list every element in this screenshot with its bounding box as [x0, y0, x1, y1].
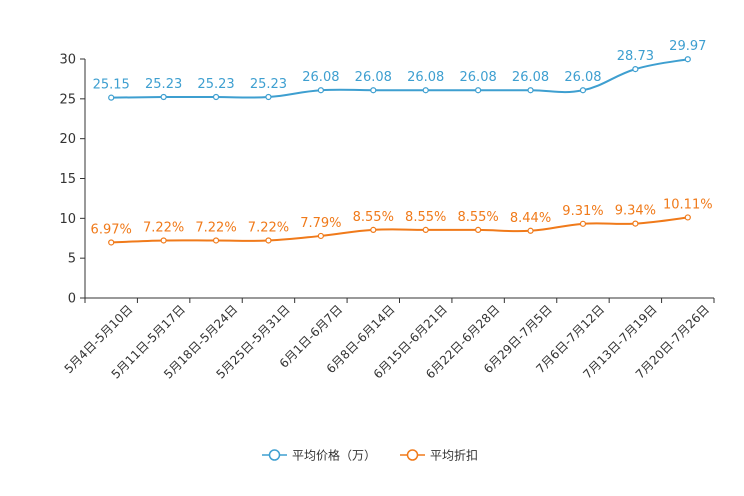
data-label: 8.55%: [405, 210, 446, 225]
data-point[interactable]: [212, 237, 220, 244]
y-tick-label: 10: [59, 212, 76, 227]
data-point[interactable]: [265, 93, 272, 101]
data-point[interactable]: [370, 226, 377, 233]
legend-item-1[interactable]: 平均价格（万）: [262, 448, 376, 463]
data-label: 26.08: [407, 70, 444, 85]
series-line: [111, 216, 688, 244]
data-point[interactable]: [422, 87, 429, 94]
data-label: 7.22%: [195, 220, 236, 235]
data-label: 26.08: [355, 70, 392, 85]
data-label: 7.22%: [143, 220, 184, 235]
data-point[interactable]: [370, 87, 377, 94]
series-1: 25.15 25.23 25.23 25.23 26.08 26.08 26.08 26.08…: [93, 39, 706, 101]
data-label: 25.23: [250, 77, 287, 92]
data-point[interactable]: [579, 220, 587, 227]
data-label: 9.31%: [562, 204, 603, 219]
y-tick-label: 20: [59, 132, 76, 147]
data-label: 28.73: [617, 49, 654, 64]
data-label: 8.55%: [353, 210, 394, 225]
data-point[interactable]: [527, 87, 534, 94]
data-label: 9.34%: [615, 204, 656, 219]
data-label: 26.08: [564, 70, 601, 85]
data-point[interactable]: [422, 226, 429, 233]
y-tick-label: 15: [59, 172, 76, 187]
data-label: 26.08: [460, 70, 497, 85]
data-point[interactable]: [265, 237, 272, 244]
data-point[interactable]: [684, 214, 691, 221]
legend-marker-icon: [268, 449, 281, 461]
data-point[interactable]: [684, 56, 691, 63]
legend-label: 平均折扣: [430, 448, 478, 463]
y-tick-label: 25: [59, 92, 76, 107]
data-label: 7.22%: [248, 220, 289, 235]
data-point[interactable]: [579, 87, 587, 94]
data-label: 6.97%: [91, 222, 132, 237]
data-point[interactable]: [212, 93, 220, 101]
series-layer: 25.15 25.23 25.23 25.23 26.08 26.08 26.08 26.08…: [91, 39, 713, 246]
data-label: 29.97: [669, 39, 706, 54]
data-label: 8.44%: [510, 211, 551, 226]
data-point[interactable]: [475, 226, 482, 233]
data-label: 25.15: [93, 78, 130, 93]
data-label: 8.55%: [457, 210, 498, 225]
y-tick-label: 30: [59, 53, 76, 68]
series-line: [111, 58, 688, 99]
data-point[interactable]: [160, 93, 167, 101]
data-label: 7.79%: [300, 216, 341, 231]
data-point[interactable]: [160, 237, 167, 244]
y-tick-label: 5: [68, 252, 76, 267]
legend-label: 平均价格（万）: [292, 448, 376, 463]
data-label: 25.23: [197, 77, 234, 92]
data-point[interactable]: [317, 87, 324, 94]
data-label: 26.08: [302, 70, 339, 85]
y-tick-label: 0: [68, 292, 76, 307]
data-point[interactable]: [475, 87, 482, 94]
data-label: 25.23: [145, 77, 182, 92]
legend-marker-icon: [406, 449, 419, 461]
data-point[interactable]: [632, 220, 639, 227]
series-2: 6.97% 7.22% 7.22% 7.22% 7.79% 8.55% 8.55% 8.55%…: [91, 197, 713, 246]
data-label: 26.08: [512, 70, 549, 85]
data-point[interactable]: [108, 239, 115, 246]
legend-item-2[interactable]: 平均折扣: [400, 448, 478, 463]
legend: 平均价格（万） 平均折扣: [262, 448, 478, 463]
data-point[interactable]: [527, 227, 534, 234]
data-point[interactable]: [317, 232, 324, 240]
data-point[interactable]: [108, 94, 115, 101]
data-label: 10.11%: [663, 197, 713, 212]
data-point[interactable]: [632, 66, 639, 73]
